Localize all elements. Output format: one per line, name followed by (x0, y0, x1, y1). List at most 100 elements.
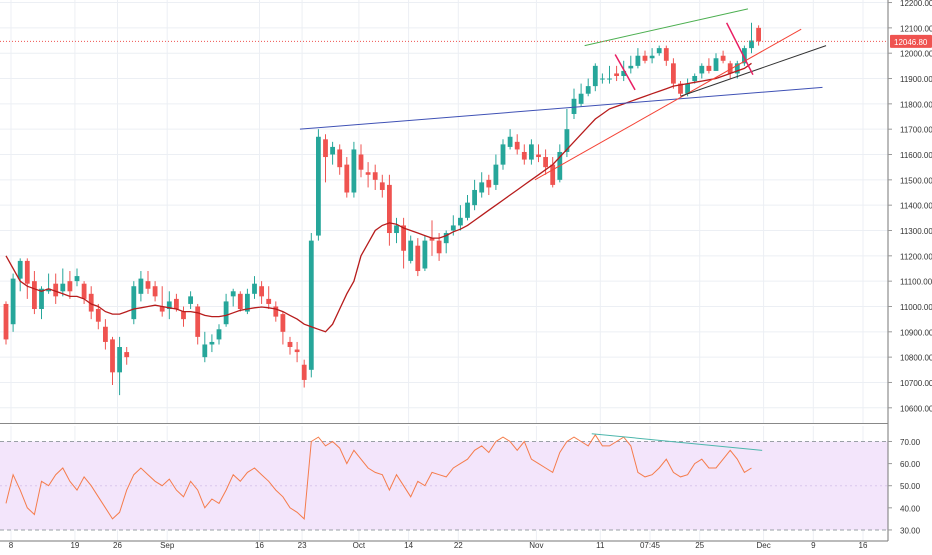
candle-body (351, 149, 357, 193)
candle-body (330, 146, 335, 155)
candle-body (536, 154, 541, 158)
x-tick-label: 19 (70, 541, 79, 550)
price-y-tick-label: 10900.00 (900, 328, 932, 337)
candle-body (39, 288, 44, 310)
candle-body (628, 65, 634, 69)
candle-body (713, 58, 719, 71)
candle-body (742, 48, 747, 64)
price-y-tick-label: 11400.00 (900, 202, 932, 211)
candle-body (308, 240, 314, 370)
price-y-tick-label: 11800.00 (900, 100, 932, 109)
magenta-trendline-2 (725, 22, 754, 76)
price-y-tick-label: 12100.00 (900, 24, 932, 33)
candle-body (259, 286, 264, 297)
candle-body (671, 63, 676, 84)
candle-body (32, 281, 37, 310)
candle-body (678, 83, 683, 94)
candle-body (379, 182, 385, 190)
x-tick-label: 16 (859, 541, 868, 550)
price-y-tick-label: 12000.00 (900, 50, 932, 59)
x-tick-label: 26 (113, 541, 122, 550)
rsi-band-fill (0, 441, 888, 530)
rsi-line (5, 433, 752, 520)
candle-body (429, 238, 435, 241)
rsi-band-layer (0, 440, 888, 531)
candle-body (74, 276, 80, 282)
candle-body (17, 260, 23, 279)
x-tick-label: Sep (160, 541, 175, 550)
candle-body (280, 314, 286, 332)
price-y-tick-label: 11900.00 (900, 75, 932, 84)
candle-body (24, 260, 30, 284)
price-y-tick-label: 10700.00 (900, 379, 932, 388)
candle-body (720, 55, 726, 61)
candle-body (649, 55, 655, 59)
trendline-drawings (299, 8, 827, 181)
candle-body (514, 141, 520, 150)
magenta-trendline-1 (614, 54, 636, 91)
red-trendline (534, 28, 802, 181)
candle-body (316, 136, 321, 236)
candle-body (663, 48, 669, 61)
candle-body (585, 86, 591, 94)
candle-body (159, 306, 165, 312)
candle-body (465, 202, 470, 218)
x-tick-label: 8 (9, 541, 14, 550)
candle-body (81, 283, 87, 299)
candle-body (145, 281, 151, 289)
price-y-tick-label: 12200.00 (900, 0, 932, 8)
candle-body (188, 296, 193, 304)
x-tick-label: 16 (255, 541, 264, 550)
candle-body (103, 326, 108, 342)
candle-body (529, 144, 534, 160)
axes-layer (0, 0, 889, 542)
candle-body (216, 329, 222, 340)
x-axis-labels: 8 19 26 Sep 16 23 Oct 14 22 Nov 11 07:45 25 Dec 9 16 (9, 541, 868, 550)
candle-body (443, 233, 449, 244)
candle-body (131, 286, 137, 320)
x-tick-label: 07:45 (640, 541, 661, 550)
candle-body (706, 65, 712, 71)
candle-body (110, 339, 115, 373)
candle-body (507, 136, 513, 147)
candle-body (486, 179, 492, 188)
candle-body (273, 306, 279, 317)
price-y-tick-label: 11300.00 (900, 227, 932, 236)
rsi-y-tick-label: 60.00 (900, 460, 921, 469)
candle-body (564, 129, 570, 152)
candle-body (571, 98, 577, 114)
candle-body (685, 83, 690, 94)
candle-body (124, 352, 130, 358)
candle-body (344, 164, 350, 193)
x-tick-label: 9 (811, 541, 816, 550)
candle-body (592, 65, 598, 87)
candle-body (727, 63, 733, 74)
rsi-series-layer (5, 433, 763, 520)
candle-body (422, 240, 428, 269)
candle-body (181, 311, 186, 320)
price-y-tick-label: 10800.00 (900, 354, 932, 363)
candle-body (372, 172, 378, 180)
candle-body (301, 364, 307, 380)
candle-body (365, 172, 371, 175)
price-y-tick-label: 11000.00 (900, 303, 932, 312)
candle-body (600, 78, 605, 80)
candle-body (174, 298, 179, 310)
rsi-y-tick-label: 50.00 (900, 482, 921, 491)
x-tick-label: 22 (454, 541, 463, 550)
candle-body (692, 75, 698, 82)
candle-body (521, 151, 527, 160)
x-tick-label: Oct (353, 541, 366, 550)
candle-body (500, 144, 506, 165)
black-trendline (680, 45, 827, 97)
candle-body (287, 341, 293, 348)
candle-body (53, 283, 59, 297)
candle-body (88, 293, 94, 312)
rsi-y-tick-label: 40.00 (900, 504, 921, 513)
candle-body (656, 48, 662, 54)
candle-body (543, 157, 548, 168)
candle-body (95, 309, 101, 322)
price-y-tick-label: 11500.00 (900, 176, 932, 185)
candle-body (408, 240, 414, 261)
